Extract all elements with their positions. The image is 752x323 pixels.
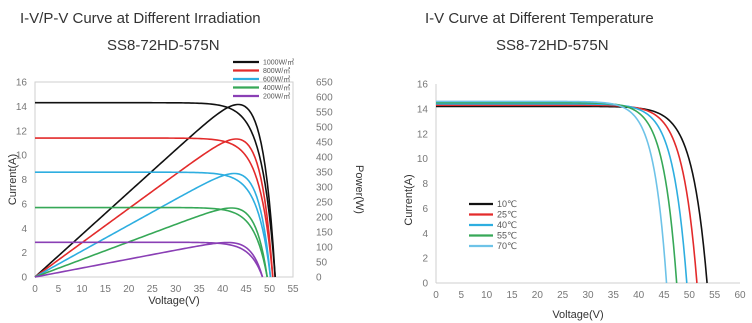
x-tick-label: 10 (481, 290, 493, 301)
iv-curve-line (35, 137, 274, 278)
x-tick-label: 5 (56, 284, 62, 295)
iv-curve-line (436, 104, 698, 284)
y-tick-label: 6 (21, 199, 27, 210)
y-tick-label: 8 (422, 179, 428, 190)
pv-curve-line (34, 103, 276, 278)
y-tick-label: 16 (16, 78, 28, 89)
x-tick-label: 35 (608, 290, 620, 301)
x-tick-label: 0 (433, 290, 439, 301)
x-tick-label: 15 (506, 290, 518, 301)
y-tick-label: 16 (417, 80, 429, 91)
x-tick-label: 0 (32, 284, 38, 295)
legend-label: 70℃ (497, 241, 517, 251)
y-tick-label: 2 (422, 254, 428, 265)
y-axis-label: Current(A) (7, 154, 19, 205)
y2-tick-label: 350 (316, 168, 333, 179)
legend-label: 1000W/㎡ (263, 59, 294, 67)
iv-curve-line (436, 103, 688, 284)
chart-title: I-V/P-V Curve at Different Irradiation (20, 10, 261, 27)
y-tick-label: 10 (16, 151, 28, 162)
legend-label: 800W/㎡ (263, 67, 290, 75)
irradiation-chart-svg: 0 5 10 15 20 25 30 35 40 45 50 55024681012141605010… (7, 59, 365, 308)
iv-curve-line (436, 101, 678, 284)
plot-frame (34, 81, 294, 278)
iv-curve-line (436, 100, 668, 284)
y-tick-label: 0 (422, 279, 428, 290)
legend-label: 200W/㎡ (263, 93, 290, 101)
x-tick-label: 30 (170, 284, 182, 295)
y2-tick-label: 250 (316, 198, 333, 209)
iv-curve-line (35, 241, 264, 278)
pv-curve-line (34, 172, 272, 278)
x-tick-label: 30 (582, 290, 594, 301)
y2-tick-label: 400 (316, 153, 333, 164)
y2-axis-label: Power(W) (353, 165, 365, 214)
x-tick-label: 20 (532, 290, 544, 301)
y2-tick-label: 650 (316, 78, 333, 89)
x-axis-label: Voltage(V) (148, 295, 199, 307)
y-tick-label: 14 (16, 102, 28, 113)
y2-tick-label: 300 (316, 183, 333, 194)
pv-curve-line (34, 207, 268, 278)
chart-subtitle: SS8-72HD-575N (107, 37, 220, 54)
iv-curve-line (35, 171, 272, 278)
x-tick-label: 5 (459, 290, 465, 301)
y-tick-label: 4 (422, 229, 428, 240)
temperature-chart-svg: 0 5 10 15 20 25 30 35 40 45 50 55 60 0 2 4 6 8 10 12 14 16 Vol… (403, 80, 746, 322)
y-tick-label: 10 (417, 154, 429, 165)
pv-curve-line (34, 138, 274, 278)
iv-curve-line (436, 105, 708, 284)
x-tick-label: 45 (658, 290, 670, 301)
x-tick-label: 50 (264, 284, 276, 295)
y-axis-label: Current(A) (403, 174, 415, 225)
y2-tick-label: 550 (316, 108, 333, 119)
irradiation-chart-panel: I-V/P-V Curve at Different Irradiation S… (7, 10, 365, 308)
x-tick-label: 25 (557, 290, 569, 301)
y-tick-label: 2 (21, 248, 27, 259)
x-tick-label: 45 (241, 284, 253, 295)
y2-tick-label: 150 (316, 228, 333, 239)
legend-label: 10℃ (497, 199, 517, 209)
chart-subtitle: SS8-72HD-575N (496, 37, 609, 54)
y-tick-label: 12 (417, 129, 429, 140)
x-tick-label: 55 (287, 284, 299, 295)
y-tick-label: 8 (21, 175, 27, 186)
x-tick-label: 40 (217, 284, 229, 295)
temperature-chart-panel: I-V Curve at Different Temperature SS8-7… (376, 0, 752, 323)
legend-label: 40℃ (497, 220, 517, 230)
y2-tick-label: 600 (316, 93, 333, 104)
y-tick-label: 14 (417, 104, 429, 115)
x-axis-label: Voltage(V) (552, 309, 603, 321)
x-tick-label: 40 (633, 290, 645, 301)
legend-label: 25℃ (497, 210, 517, 220)
y2-tick-label: 0 (316, 273, 322, 284)
y2-tick-label: 50 (316, 258, 328, 269)
y2-tick-label: 100 (316, 243, 333, 254)
iv-curve-line (35, 101, 276, 278)
y2-tick-label: 450 (316, 138, 333, 149)
x-tick-label: 15 (100, 284, 112, 295)
y2-tick-label: 200 (316, 213, 333, 224)
x-tick-label: 10 (76, 284, 88, 295)
x-tick-label: 35 (194, 284, 206, 295)
y2-tick-label: 500 (316, 123, 333, 134)
x-tick-label: 20 (123, 284, 135, 295)
x-tick-label: 60 (734, 290, 746, 301)
legend-label: 55℃ (497, 231, 517, 241)
iv-curve-line (35, 206, 268, 278)
x-tick-label: 25 (147, 284, 159, 295)
y-tick-label: 6 (422, 204, 428, 215)
y-tick-label: 0 (21, 273, 27, 284)
chart-title: I-V Curve at Different Temperature (425, 10, 654, 27)
x-tick-label: 55 (709, 290, 721, 301)
x-tick-label: 50 (684, 290, 696, 301)
pv-curve-line (34, 241, 264, 278)
y-tick-label: 12 (16, 126, 28, 137)
y-tick-label: 4 (21, 224, 27, 235)
legend-label: 400W/㎡ (263, 84, 290, 92)
legend-label: 600W/㎡ (263, 76, 290, 84)
